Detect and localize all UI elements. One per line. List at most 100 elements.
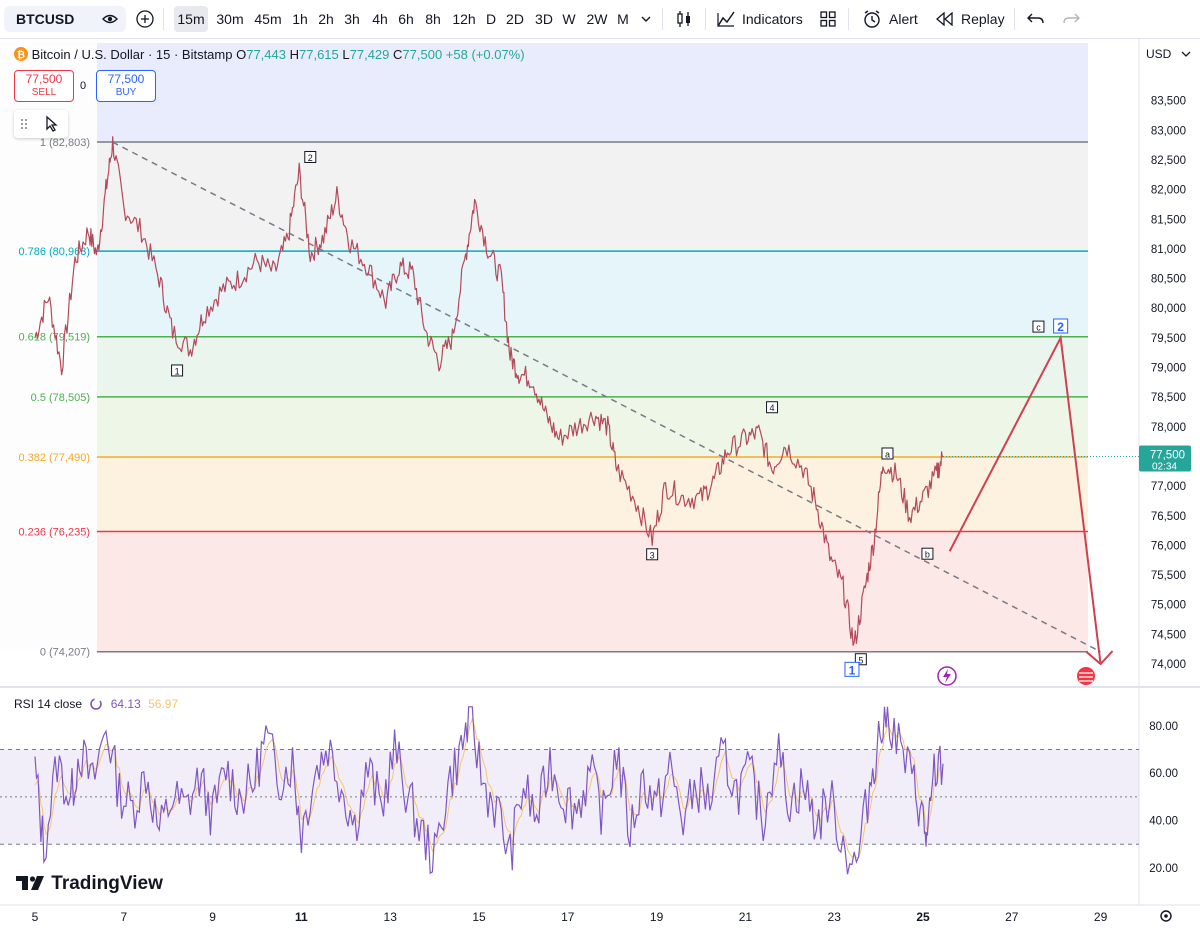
time-axis-tick: 5 [32,910,39,924]
interval-3d[interactable]: 3D [535,11,553,27]
wave-label-box [171,364,184,377]
price-axis-tick: 81,000 [1151,244,1186,256]
cursor-icon[interactable] [44,115,60,133]
rsi-axis-tick: 60.00 [1149,768,1178,780]
price-axis-tick: 83,500 [1151,96,1186,108]
wave-label-box [854,653,867,666]
eye-icon[interactable] [102,11,118,27]
indicators-button[interactable]: Indicators [716,6,808,32]
replay-label: Replay [961,11,1005,27]
interval-2d[interactable]: 2D [506,11,524,27]
projection-path[interactable] [948,334,1102,665]
interval-4h[interactable]: 4h [372,11,388,27]
wave-label: 1 [849,663,856,677]
interval-12h[interactable]: 12h [452,11,476,27]
alert-button[interactable]: Alert [862,6,922,32]
interval-2h[interactable]: 2h [318,11,334,27]
rsi-line[interactable] [34,706,944,875]
price-axis-tick: 76,500 [1151,511,1186,523]
interval-w[interactable]: W [562,11,576,27]
interval-3h[interactable]: 3h [344,11,360,27]
price-axis-tick: 76,000 [1151,540,1186,552]
wave-label-box [1032,320,1045,333]
wave-label-box [1053,318,1069,334]
price-axis-tick: 74,000 [1151,659,1186,671]
undo-icon[interactable] [1027,11,1045,27]
tv-mark-icon [16,876,44,890]
us-flag-stripes [1079,672,1093,682]
symbol-search[interactable]: BTCUSD [4,6,126,32]
price-axis-tick: 83,000 [1151,125,1186,137]
currency-selector[interactable]: USD [1146,47,1191,61]
fib-level-label: 0.5 (78,505) [31,392,90,404]
fib-level-label: 1 (82,803) [40,137,90,149]
wave-label: 1 [175,366,180,376]
settings-icon[interactable] [1160,910,1172,922]
settings-icon-center [1164,914,1168,918]
interval-1h[interactable]: 1h [292,11,308,27]
price-chart[interactable]: 1 (82,803)0.786 (80,963)0.618 (79,519)0.… [0,39,1200,933]
redo-icon[interactable] [1062,11,1080,27]
rsi-axis-tick: 20.00 [1149,863,1178,875]
currency-label: USD [1146,47,1172,61]
drawing-toolbar[interactable] [14,110,68,138]
price-axis-tick: 80,500 [1151,274,1186,286]
replay-button[interactable]: Replay [936,6,1006,32]
alarm-clock-icon [864,10,880,28]
price-axis-tick: 78,500 [1151,392,1186,404]
drag-handle-icon[interactable] [20,118,28,130]
time-axis-tick: 13 [384,910,398,924]
fib-zone [97,396,1088,458]
interval-30m[interactable]: 30m [216,11,244,27]
time-axis-tick: 25 [916,910,930,924]
toolbar-divider [705,8,706,30]
wave-label: 3 [650,550,655,560]
indicators-label: Indicators [742,11,803,27]
interval-2w[interactable]: 2W [586,11,608,27]
low-value: 77,429 [349,47,390,62]
wave-label: b [925,550,930,560]
bitcoin-icon: ₿ [14,47,28,61]
rsi-ma-value: 56.97 [148,697,179,711]
interval-15m[interactable]: 15m [174,6,208,32]
close-value: 77,500 [402,47,443,62]
fib-zone [97,251,1088,337]
settings-sync-icon[interactable] [89,697,103,711]
wave-label: 5 [858,655,863,665]
sell-button[interactable]: 77,500 SELL [14,70,74,102]
tradingview-logo: TradingView [16,873,163,895]
trendline[interactable] [112,141,1101,653]
candles-style-icon[interactable] [674,9,694,29]
wave-label: c [1036,323,1041,333]
wave-label-box [881,447,894,460]
series-title: Bitcoin / U.S. Dollar · 15 · Bitstamp [31,47,233,62]
high-value: 77,615 [299,47,339,62]
rsi-legend: RSI 14 close 64.13 56.97 [14,697,178,711]
chart-area[interactable]: 1 (82,803) 0.786 (80,963) 0.618 (79,519) 0.… [0,39,1200,933]
interval-d[interactable]: D [485,11,497,27]
fib-level-label: 0 (74,207) [40,647,90,659]
close-label: C [393,47,403,62]
price-axis-tick: 79,000 [1151,363,1186,375]
interval-45m[interactable]: 45m [254,11,282,27]
price-tag [1139,445,1191,472]
price-series[interactable] [34,136,944,646]
price-axis-tick: 81,500 [1151,214,1186,226]
price-tag-countdown: 02:34 [1152,461,1177,472]
price-tag-value: 77,500 [1150,449,1185,461]
add-symbol-icon[interactable] [136,10,154,28]
us-flag-icon[interactable] [1077,667,1095,685]
price-axis-tick: 82,500 [1151,155,1186,167]
wave-label: 2 [308,153,313,163]
interval-dropdown-icon[interactable] [640,14,652,24]
interval-8h[interactable]: 8h [425,11,441,27]
buy-button[interactable]: 77,500 BUY [96,70,156,102]
lightning-icon-bolt [943,669,951,683]
buy-label: BUY [115,87,137,98]
high-label: H [289,47,299,62]
interval-6h[interactable]: 6h [398,11,414,27]
layouts-icon[interactable] [820,11,836,27]
interval-m[interactable]: M [617,11,629,27]
svg-text:₿: ₿ [17,49,25,61]
time-axis-tick: 15 [472,910,486,924]
